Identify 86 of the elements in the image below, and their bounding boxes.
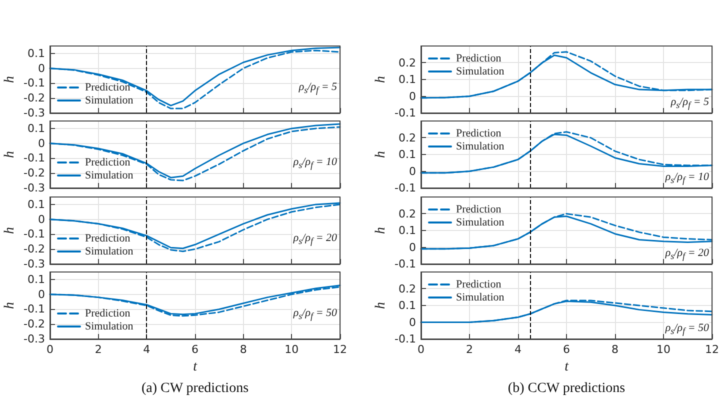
x-tick-label: 0 <box>46 343 54 356</box>
legend-label: Simulation <box>85 320 134 332</box>
y-tick-label: -0.1 <box>24 152 45 165</box>
y-tick-label: 0 <box>409 316 416 329</box>
x-tick-label: 12 <box>705 343 719 356</box>
x-tick-label: 8 <box>240 343 247 356</box>
y-tick-label: 0 <box>38 288 45 301</box>
y-tick-label: -0.1 <box>394 106 416 120</box>
annotation: ρ$_{s}$/ρ$_{f}$ = 10 <box>293 156 337 172</box>
y-tick-label: -0.2 <box>24 166 45 180</box>
y-tick-label: -0.1 <box>394 332 416 346</box>
y-tick-label: 0.1 <box>28 198 45 211</box>
legend-label: Prediction <box>456 52 502 64</box>
legend-label: Prediction <box>456 204 502 216</box>
y-tick-label: -0.1 <box>394 258 416 270</box>
x-tick-label: 4 <box>514 343 522 356</box>
y-tick-label: 0 <box>38 62 45 75</box>
y-axis-title: h <box>374 227 388 234</box>
legend-label: Simulation <box>456 66 505 78</box>
y-tick-label: -0.1 <box>394 182 416 194</box>
x-tick-label: 2 <box>94 343 102 356</box>
legend-label: Prediction <box>85 156 131 168</box>
legend-label: Prediction <box>85 232 131 244</box>
y-tick-label: -0.1 <box>24 228 45 241</box>
x-tick-label: 2 <box>466 343 473 356</box>
y-tick-label: 0.1 <box>398 299 416 312</box>
x-tick-label: 6 <box>192 343 198 356</box>
y-tick-label: -0.3 <box>24 258 45 270</box>
y-tick-label: -0.2 <box>24 242 45 256</box>
y-tick-label: 0.2 <box>398 131 416 144</box>
x-tick-label: 12 <box>333 343 347 356</box>
y-tick-label: 0.1 <box>28 122 45 135</box>
x-tick-label: 8 <box>612 343 618 356</box>
legend-label: Simulation <box>456 216 505 228</box>
y-tick-label: -0.3 <box>24 106 45 120</box>
annotation: ρ$_{s}$/ρ$_{f}$ = 10 <box>665 171 709 186</box>
y-tick-label: 0.1 <box>28 46 45 60</box>
legend-label: Prediction <box>456 128 502 140</box>
y-tick-label: 0.2 <box>398 56 416 70</box>
y-tick-label: -0.1 <box>24 76 45 90</box>
y-tick-label: 0 <box>38 136 45 150</box>
y-tick-label: 0 <box>409 90 416 103</box>
y-tick-label: 0 <box>409 240 416 254</box>
x-tick-label: 4 <box>143 343 150 356</box>
annotation: ρ$_{s}$/ρ$_{f}$ = 5 <box>298 81 337 96</box>
legend-label: Prediction <box>85 308 131 320</box>
y-tick-label: 0.2 <box>398 282 416 296</box>
x-tick-label: 10 <box>284 343 299 356</box>
annotation: ρ$_{s}$/ρ$_{f}$ = 20 <box>665 247 709 262</box>
text: (a) CW predictions <box>140 381 250 397</box>
text: (b) CCW predictions <box>506 381 626 397</box>
y-tick-label: 0.1 <box>398 73 416 86</box>
x-tick-label: 10 <box>656 343 670 356</box>
y-tick-label: -0.3 <box>24 182 45 194</box>
annotation: ρ$_{s}$/ρ$_{f}$ = 5 <box>670 96 709 112</box>
legend-label: Simulation <box>456 292 505 304</box>
y-tick-label: 0 <box>38 212 45 226</box>
y-tick-label: 0.1 <box>398 224 416 237</box>
y-tick-label: 0 <box>409 164 416 178</box>
x-tick-label: 0 <box>418 343 424 356</box>
legend-label: Prediction <box>85 82 131 94</box>
y-tick-label: -0.2 <box>24 92 45 105</box>
annotation: ρ$_{s}$/ρ$_{f}$ = 20 <box>293 232 337 248</box>
x-axis-title: t <box>193 359 198 374</box>
y-axis-title: h <box>2 151 18 158</box>
y-tick-label: -0.2 <box>24 318 45 331</box>
y-axis-title: h <box>2 227 18 234</box>
y-tick-label: -0.3 <box>24 332 45 346</box>
annotation: ρ$_{s}$/ρ$_{f}$ = 50 <box>665 322 709 338</box>
y-axis-title: h <box>374 76 388 83</box>
y-axis-title: h <box>2 76 18 83</box>
legend-label: Simulation <box>456 140 505 152</box>
legend-label: Simulation <box>85 246 134 258</box>
legend-label: Prediction <box>456 278 502 290</box>
y-axis-title: h <box>2 302 18 309</box>
y-tick-label: 0.1 <box>398 148 416 161</box>
y-axis-title: h <box>374 302 388 309</box>
y-tick-label: -0.1 <box>24 302 45 316</box>
y-tick-label: 0.1 <box>28 272 45 286</box>
x-tick-label: 6 <box>563 343 570 356</box>
legend-label: Simulation <box>85 170 134 182</box>
y-tick-label: 0.2 <box>398 207 416 220</box>
x-axis-title: t <box>564 359 570 374</box>
legend-label: Simulation <box>85 94 134 106</box>
y-axis-title: h <box>374 151 388 158</box>
annotation: ρ$_{s}$/ρ$_{f}$ = 50 <box>293 307 337 322</box>
